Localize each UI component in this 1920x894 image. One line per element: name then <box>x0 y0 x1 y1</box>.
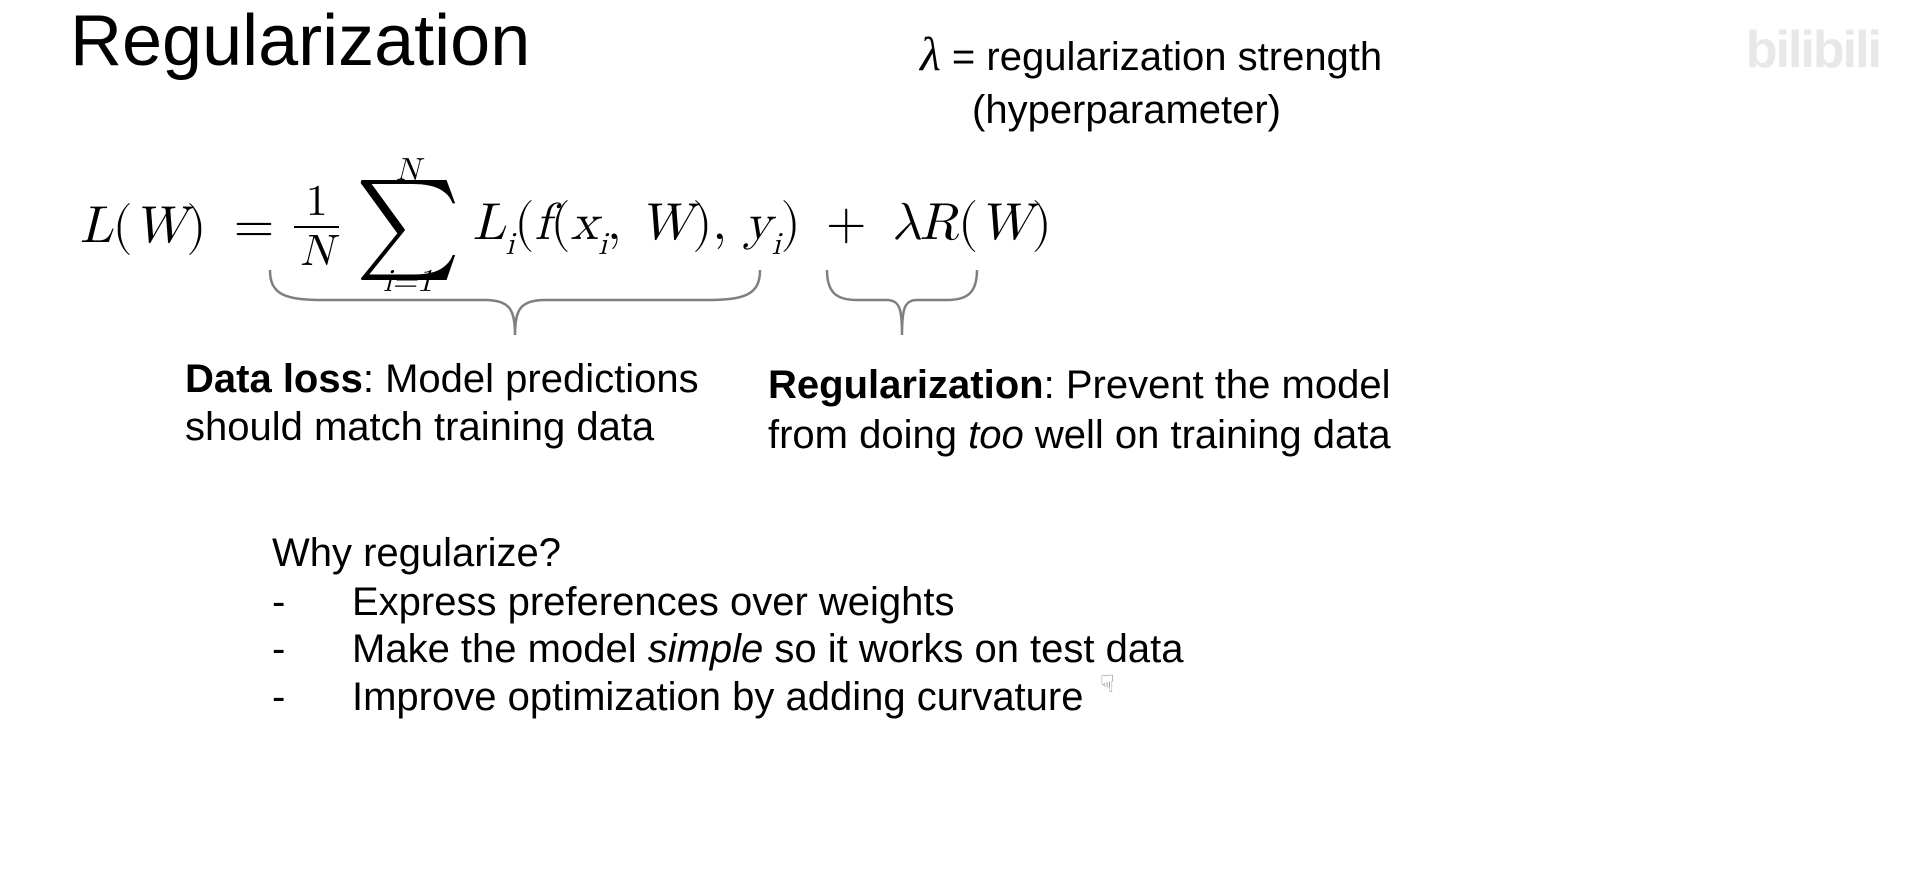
reg-suffix: well on training data <box>1024 413 1391 457</box>
lambda-note: λ = regularization strength (hyperparame… <box>920 25 1382 135</box>
reg-bold: Regularization <box>768 363 1044 407</box>
slide: Regularization λ = regularization streng… <box>0 0 1920 894</box>
annotation-regularization: Regularization: Prevent the model from d… <box>768 360 1418 460</box>
lambda-line1: = regularization strength <box>941 35 1382 79</box>
annotation-data-loss: Data loss: Model predictions should matc… <box>185 355 715 451</box>
lambda-line2: (hyperparameter) <box>972 85 1281 135</box>
why-item-1: Express preferences over weights <box>272 579 1184 626</box>
equation-body: Li(f(xi, W), yi) + λR(W) <box>473 193 1052 260</box>
brace-regularization <box>822 265 982 345</box>
why-regularize: Why regularize? Express preferences over… <box>272 530 1184 721</box>
why-heading: Why regularize? <box>272 530 1184 577</box>
why-item-2: Make the model simple so it works on tes… <box>272 626 1184 673</box>
hand-cursor-icon: ☟ <box>1100 670 1115 699</box>
reg-italic: too <box>968 413 1024 457</box>
slide-title: Regularization <box>70 0 530 82</box>
watermark: bilibili <box>1746 20 1880 80</box>
data-loss-bold: Data loss <box>185 357 363 401</box>
lambda-symbol: λ <box>920 28 941 81</box>
brace-data-loss <box>265 265 765 345</box>
why-list: Express preferences over weights Make th… <box>272 579 1184 721</box>
why-item-3: Improve optimization by adding curvature <box>272 674 1184 721</box>
fraction-1-over-N: 1 N <box>294 180 339 274</box>
